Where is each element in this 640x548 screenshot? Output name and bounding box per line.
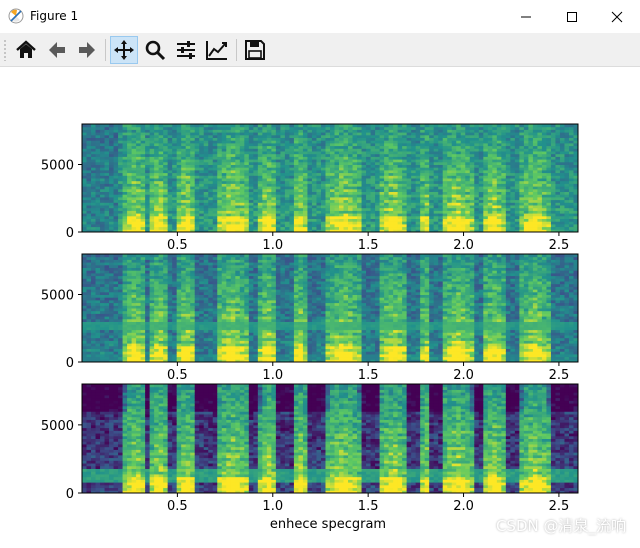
spectrogram-image — [82, 124, 579, 233]
spectrogram-axes-2: 0.5 1.0 1.5 2.0 2.5 0 5000 — [41, 254, 579, 383]
move-icon — [113, 39, 135, 61]
close-icon — [611, 11, 623, 23]
zoom-button[interactable] — [141, 36, 169, 64]
x-tick-label: 1.0 — [262, 238, 283, 253]
x-axis-label: enhece specgram — [270, 517, 386, 532]
configure-subplots-button[interactable] — [172, 36, 200, 64]
y-tick-label: 0 — [66, 487, 74, 502]
y-tick-label: 5000 — [41, 159, 74, 174]
x-tick-label: 2.0 — [453, 368, 474, 383]
sliders-icon — [175, 39, 197, 61]
spectrogram-image — [82, 254, 579, 363]
x-tick-label: 1.5 — [358, 368, 379, 383]
save-button[interactable] — [241, 36, 269, 64]
x-tick-label: 2.0 — [453, 238, 474, 253]
x-tick-label: 1.0 — [262, 499, 283, 514]
home-button[interactable] — [12, 36, 40, 64]
spectrogram-axes-3: 0.5 1.0 1.5 2.0 2.5 0 5000 enhece specgram — [41, 384, 579, 532]
window-titlebar: Figure 1 — [0, 0, 640, 33]
y-tick-label: 0 — [66, 226, 74, 241]
toolbar-separator — [236, 39, 237, 61]
floppy-disk-icon — [244, 39, 266, 61]
watermark: CSDN @清泉_流响 — [496, 515, 626, 536]
forward-button[interactable] — [73, 36, 101, 64]
edit-axis-button[interactable] — [203, 36, 231, 64]
minimize-icon — [520, 11, 532, 23]
maximize-button[interactable] — [549, 0, 595, 33]
navigation-toolbar — [0, 33, 640, 67]
window-title: Figure 1 — [30, 9, 78, 23]
x-tick-label: 0.5 — [167, 368, 188, 383]
y-tick-label: 5000 — [41, 289, 74, 304]
figure-canvas[interactable]: 0.5 1.0 1.5 2.0 2.5 0 5000 0.5 1.0 1.5 2.0 2.5 0 5000… — [0, 67, 640, 544]
toolbar-grip — [4, 39, 6, 61]
minimize-button[interactable] — [503, 0, 549, 33]
back-button[interactable] — [43, 36, 71, 64]
matplotlib-app-icon — [8, 8, 24, 24]
spectrogram-figure: 0.5 1.0 1.5 2.0 2.5 0 5000 0.5 1.0 1.5 2.0 2.5 0 5000… — [0, 67, 640, 544]
y-tick-label: 0 — [66, 356, 74, 371]
arrow-left-icon — [46, 39, 68, 61]
pan-button[interactable] — [110, 36, 138, 64]
spectrogram-axes-1: 0.5 1.0 1.5 2.0 2.5 0 5000 — [41, 124, 579, 253]
x-tick-label: 0.5 — [167, 499, 188, 514]
x-tick-label: 1.0 — [262, 368, 283, 383]
close-button[interactable] — [594, 0, 640, 33]
x-tick-label: 2.0 — [453, 499, 474, 514]
x-tick-label: 1.5 — [358, 499, 379, 514]
maximize-icon — [566, 11, 578, 23]
arrow-right-icon — [76, 39, 98, 61]
y-tick-label: 5000 — [41, 419, 74, 434]
x-tick-label: 2.5 — [549, 368, 570, 383]
line-chart-icon — [205, 39, 229, 61]
spectrogram-image — [82, 384, 579, 494]
magnifier-icon — [144, 39, 166, 61]
x-tick-label: 1.5 — [358, 238, 379, 253]
home-icon — [15, 39, 37, 61]
x-tick-label: 2.5 — [549, 499, 570, 514]
x-tick-label: 0.5 — [167, 238, 188, 253]
x-tick-label: 2.5 — [549, 238, 570, 253]
toolbar-separator — [105, 39, 106, 61]
